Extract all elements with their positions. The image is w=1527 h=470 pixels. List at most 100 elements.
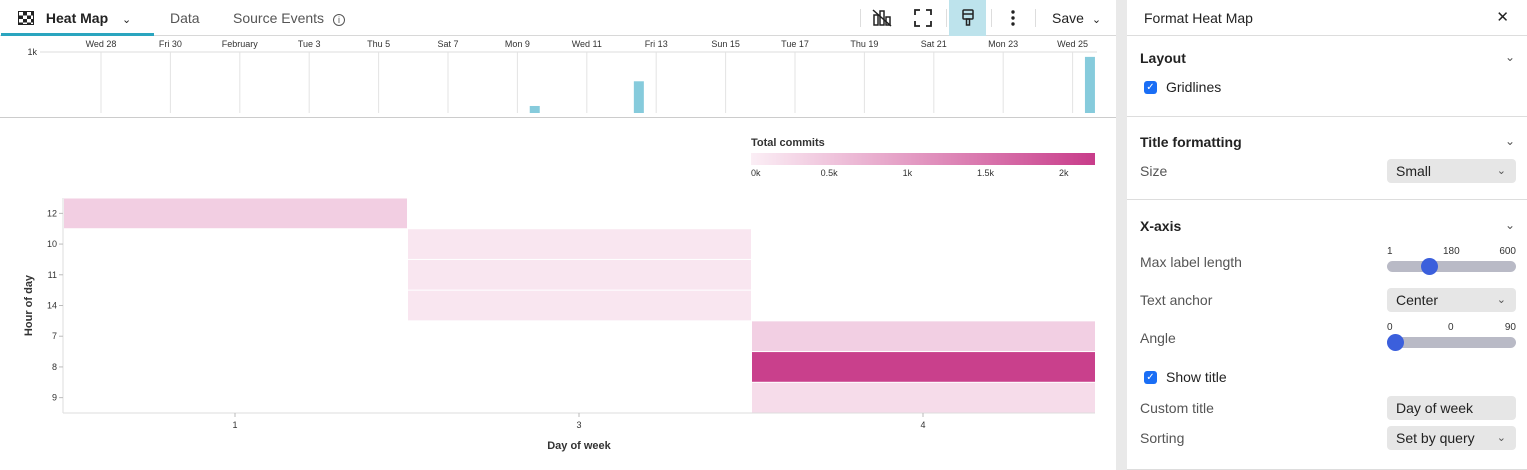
section-layout: Layout ⌄ ✓ Gridlines (1127, 36, 1527, 117)
heatmap-cell (408, 259, 751, 290)
x-tick-label: Wed 11 (572, 39, 602, 49)
heatmap-cell (408, 229, 751, 259)
timeline-bar (1084, 56, 1095, 113)
legend-tick-label: 2k (1059, 168, 1069, 178)
y-axis-title: Hour of day (23, 274, 35, 336)
gridlines-checkbox[interactable]: ✓ (1144, 81, 1157, 94)
hide-timeline-icon[interactable] (864, 0, 900, 36)
slider-thumb[interactable] (1420, 258, 1438, 275)
x-tick-label: Thu 5 (367, 39, 390, 49)
slider-min: 1 (1387, 246, 1393, 257)
chevron-down-icon: ⌄ (1496, 294, 1506, 306)
heatmap-cell (408, 290, 751, 321)
info-icon[interactable]: i (332, 14, 345, 26)
format-paintbrush-icon[interactable] (949, 0, 986, 36)
chevron-down-icon: ⌄ (1496, 165, 1506, 177)
close-icon[interactable]: ✕ (1496, 9, 1509, 26)
legend-tick-label: 0k (751, 168, 761, 178)
size-select[interactable]: Small ⌄ (1387, 159, 1516, 183)
x-tick-label: Wed 25 (1057, 39, 1088, 49)
sorting-select[interactable]: Set by query ⌄ (1387, 426, 1516, 450)
angle-label: Angle (1140, 330, 1176, 346)
chevron-down-icon[interactable]: ⌄ (1504, 50, 1515, 64)
custom-title-label: Custom title (1140, 400, 1214, 416)
show-title-checkbox[interactable]: ✓ (1144, 371, 1157, 384)
sorting-value: Set by query (1396, 430, 1475, 446)
chevron-down-icon[interactable]: ⌄ (1504, 134, 1515, 148)
tab-heat-map[interactable]: Heat Map ⌄ (18, 0, 131, 36)
timeline-brush[interactable]: 1k Wed 28 Fri 30 February Tue 3 Thu 5 Sat 7 Mon… (0, 36, 1116, 118)
heatmap-cell (752, 321, 1095, 352)
size-value: Small (1396, 163, 1432, 179)
custom-title-input[interactable]: Day of week (1387, 396, 1516, 420)
section-title-formatting: Title formatting ⌄ Size Small ⌄ (1127, 117, 1527, 200)
format-panel: Format Heat Map ✕ Layout ⌄ ✓ Gridlines T… (1127, 0, 1527, 470)
x-tick-label: Mon 23 (988, 39, 1018, 49)
divider (860, 9, 861, 27)
x-tick-label: Thu 19 (850, 39, 878, 49)
save-label: Save (1052, 10, 1084, 26)
heatmap-chart: 12 10 11 14 7 8 9 1 3 4 Day of week Hour of day Tota… (23, 137, 1095, 452)
chart-panel: Heat Map ⌄ Data Source Events i Save ⌄ 1… (0, 0, 1116, 470)
gridlines-label: Gridlines (1166, 79, 1222, 95)
fullscreen-icon[interactable] (905, 0, 941, 36)
slider-max: 600 (1499, 246, 1516, 257)
text-anchor-select[interactable]: Center ⌄ (1387, 288, 1516, 312)
angle-slider[interactable]: 0 0 90 (1387, 322, 1516, 352)
section-x-axis: X-axis ⌄ Max label length 1 180 600 Text… (1127, 200, 1527, 470)
y-tick-label: 14 (47, 301, 57, 311)
section-title[interactable]: X-axis (1140, 218, 1182, 234)
x-tick-label: 1 (232, 420, 237, 430)
slider-track[interactable] (1387, 261, 1516, 272)
x-tick-label: Tue 3 (298, 39, 321, 49)
toolbar: Heat Map ⌄ Data Source Events i Save ⌄ (0, 0, 1116, 36)
chevron-down-icon[interactable]: ⌄ (1504, 218, 1515, 232)
divider (1035, 9, 1036, 27)
slider-thumb[interactable] (1387, 334, 1404, 351)
x-tick-label: Sat 7 (437, 39, 458, 49)
heatmap-cell (64, 198, 407, 229)
section-title[interactable]: Layout (1140, 50, 1186, 66)
timeline-bar (633, 81, 644, 113)
tab-data[interactable]: Data (170, 10, 200, 26)
chevron-down-icon[interactable]: ⌄ (122, 14, 132, 26)
more-options-icon[interactable] (995, 0, 1031, 36)
tab-source-events[interactable]: Source Events i (233, 0, 345, 36)
section-title[interactable]: Title formatting (1140, 134, 1242, 150)
save-button[interactable]: Save ⌄ (1052, 0, 1101, 36)
slider-max: 90 (1504, 322, 1516, 333)
legend-tick-label: 1k (903, 168, 913, 178)
chevron-down-icon: ⌄ (1496, 432, 1506, 444)
x-tick-label: Sun 15 (711, 39, 740, 49)
y-tick-label: 11 (48, 270, 57, 280)
legend-title: Total commits (751, 137, 825, 149)
x-tick-label: February (222, 39, 259, 49)
x-tick-label: 4 (920, 420, 925, 430)
tab-label: Source Events (233, 10, 325, 26)
x-tick-label: Tue 17 (781, 39, 809, 49)
sorting-label: Sorting (1140, 430, 1185, 446)
max-label-length-label: Max label length (1140, 254, 1242, 270)
y-tick-label: 1k (27, 47, 37, 57)
x-axis-title: Day of week (547, 440, 611, 452)
y-tick-label: 7 (52, 331, 57, 341)
heatmap-cell (752, 382, 1095, 413)
tab-label: Heat Map (45, 10, 109, 26)
x-tick-label: Fri 13 (645, 39, 668, 49)
max-label-length-slider[interactable]: 1 180 600 (1387, 246, 1516, 276)
heatmap-icon (18, 11, 34, 25)
slider-track[interactable] (1387, 337, 1516, 348)
legend-tick-label: 0.5k (821, 168, 839, 178)
text-anchor-label: Text anchor (1140, 292, 1213, 308)
y-tick-label: 10 (47, 239, 57, 249)
active-tab-indicator (1, 33, 154, 36)
x-tick-label: 3 (576, 420, 581, 430)
x-tick-label: Wed 28 (86, 39, 117, 49)
y-tick-label: 8 (52, 362, 57, 372)
slider-value: 180 (1443, 246, 1460, 257)
divider (991, 9, 992, 27)
size-label: Size (1140, 163, 1168, 179)
panel-title: Format Heat Map (1144, 10, 1253, 26)
timeline-bar (529, 105, 540, 113)
x-tick-label: Sat 21 (921, 39, 947, 49)
